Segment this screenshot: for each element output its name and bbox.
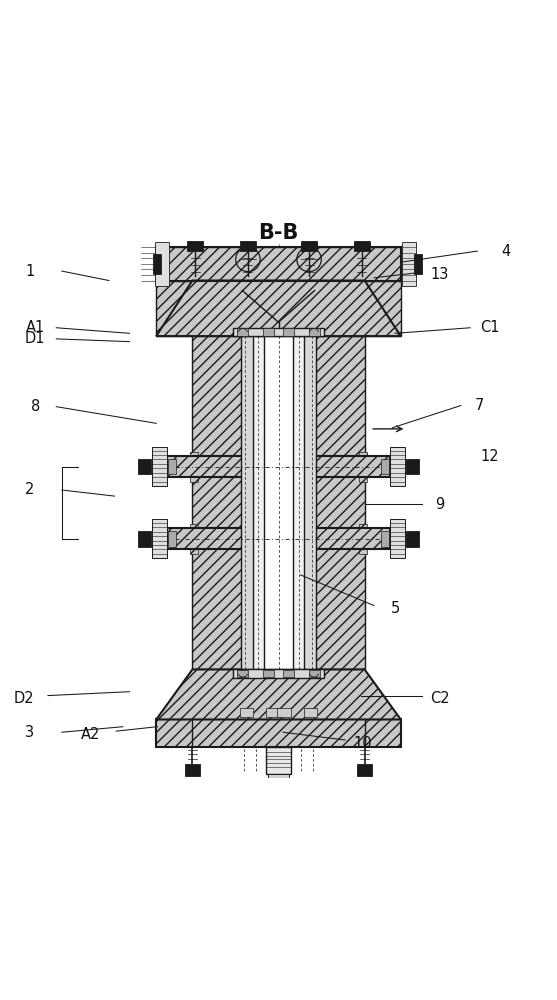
Polygon shape xyxy=(167,456,390,477)
Bar xyxy=(301,241,317,251)
Bar xyxy=(390,519,405,558)
Text: 1: 1 xyxy=(25,264,34,279)
Bar xyxy=(237,328,248,336)
Polygon shape xyxy=(253,336,304,669)
Bar xyxy=(283,328,294,336)
Text: 9: 9 xyxy=(435,497,444,512)
Bar xyxy=(283,670,294,677)
Polygon shape xyxy=(359,524,368,554)
Bar xyxy=(152,519,167,558)
Polygon shape xyxy=(192,336,365,669)
Text: D2: D2 xyxy=(14,691,35,706)
Polygon shape xyxy=(264,336,293,669)
Bar xyxy=(237,670,248,677)
Polygon shape xyxy=(189,452,198,482)
Bar xyxy=(309,670,320,677)
Bar xyxy=(402,242,416,286)
Bar xyxy=(414,254,422,274)
Bar xyxy=(406,531,418,547)
Text: C1: C1 xyxy=(480,320,500,335)
Bar xyxy=(266,708,280,717)
Text: 4: 4 xyxy=(502,244,511,259)
Polygon shape xyxy=(266,747,291,774)
Bar xyxy=(184,764,200,776)
Text: B-B: B-B xyxy=(258,223,299,243)
Bar xyxy=(139,459,151,474)
Text: 12: 12 xyxy=(480,449,499,464)
Text: 5: 5 xyxy=(390,601,400,616)
Bar xyxy=(240,708,253,717)
Bar xyxy=(277,708,291,717)
Bar xyxy=(304,708,317,717)
Text: 10: 10 xyxy=(354,736,372,751)
Polygon shape xyxy=(157,281,400,336)
Bar xyxy=(168,459,176,474)
Bar xyxy=(390,447,405,486)
Text: C2: C2 xyxy=(430,691,449,706)
Polygon shape xyxy=(359,452,368,482)
Bar xyxy=(187,241,203,251)
Text: 3: 3 xyxy=(25,725,34,740)
Bar xyxy=(152,447,167,486)
Text: A1: A1 xyxy=(26,320,45,335)
Bar xyxy=(263,328,274,336)
Bar xyxy=(233,669,324,678)
Text: 2: 2 xyxy=(25,482,35,497)
Polygon shape xyxy=(157,669,400,719)
Bar xyxy=(155,242,169,286)
Polygon shape xyxy=(157,281,400,336)
Polygon shape xyxy=(157,719,400,747)
Bar xyxy=(139,531,151,547)
Polygon shape xyxy=(241,336,316,669)
Bar xyxy=(381,459,389,474)
Bar xyxy=(168,531,176,547)
Polygon shape xyxy=(157,247,400,281)
Bar xyxy=(381,531,389,547)
Bar xyxy=(357,764,373,776)
Bar xyxy=(263,670,274,677)
Bar xyxy=(354,241,370,251)
Bar xyxy=(154,254,162,274)
Text: 13: 13 xyxy=(431,267,449,282)
Polygon shape xyxy=(167,528,390,549)
Text: 7: 7 xyxy=(475,398,485,413)
Bar xyxy=(406,459,418,474)
Polygon shape xyxy=(189,524,198,554)
Text: D1: D1 xyxy=(25,331,45,346)
Text: 8: 8 xyxy=(31,399,40,414)
Bar xyxy=(268,774,289,784)
Text: A2: A2 xyxy=(81,727,100,742)
Bar xyxy=(309,328,320,336)
Bar xyxy=(233,328,324,336)
Bar xyxy=(240,241,256,251)
